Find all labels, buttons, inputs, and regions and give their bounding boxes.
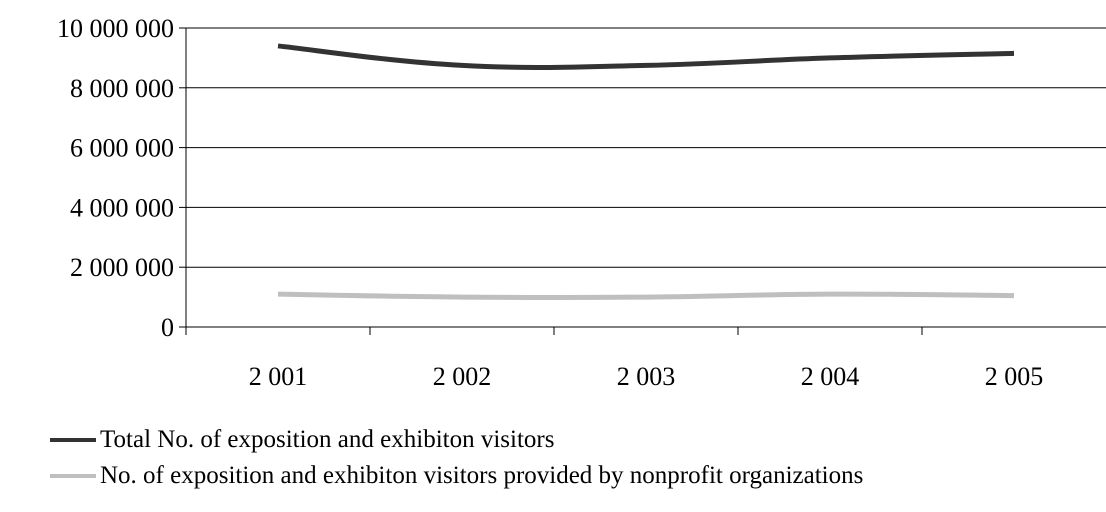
legend-item-nonprofit: No. of exposition and exhibiton visitors…: [50, 458, 863, 494]
y-tick-label: 10 000 000: [57, 14, 174, 43]
x-tick-label: 2 002: [433, 362, 492, 391]
legend-label-nonprofit: No. of exposition and exhibiton visitors…: [100, 462, 864, 489]
legend: Total No. of exposition and exhibiton vi…: [50, 422, 863, 494]
x-tick-label: 2 005: [985, 362, 1044, 391]
y-tick-label: 0: [161, 313, 174, 342]
y-tick-label: 6 000 000: [70, 134, 174, 163]
y-tick-label: 2 000 000: [70, 253, 174, 282]
x-axis-ticks: 2 001 2 002 2 003 2 004 2 005: [185, 327, 1044, 391]
series-line-0: [277, 43, 1015, 70]
axes: [185, 28, 1106, 328]
series-lines: [277, 43, 1015, 301]
gridlines: [186, 27, 1106, 268]
y-tick-label: 8 000 000: [70, 74, 174, 103]
legend-swatch-nonprofit: [50, 474, 96, 478]
x-tick-label: 2 003: [617, 362, 676, 391]
legend-item-total: Total No. of exposition and exhibiton vi…: [50, 422, 863, 458]
line-chart: 0 2 000 000 4 000 000 6 000 000 8 000 000 10 …: [57, 14, 1106, 391]
x-tick-label: 2 004: [801, 362, 860, 391]
x-tick-label: 2 001: [249, 362, 308, 391]
y-tick-label: 4 000 000: [70, 193, 174, 222]
legend-swatch-total: [50, 438, 96, 442]
legend-label-total: Total No. of exposition and exhibiton vi…: [100, 426, 555, 453]
y-axis-ticks: 0 2 000 000 4 000 000 6 000 000 8 000 000 10 …: [57, 14, 186, 342]
